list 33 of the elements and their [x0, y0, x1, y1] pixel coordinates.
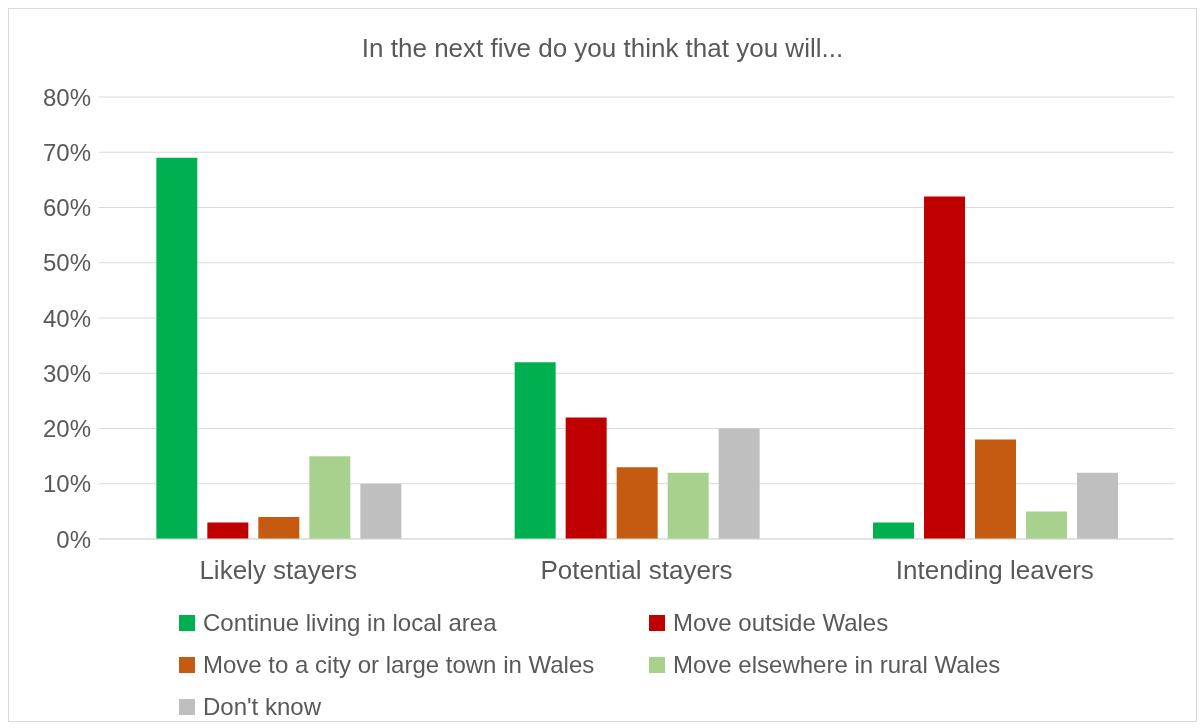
x-tick-label: Potential stayers: [540, 555, 733, 586]
y-tick-label: 70%: [42, 138, 91, 166]
legend-label: Move outside Wales: [673, 609, 889, 637]
y-tick-label: 10%: [42, 470, 91, 498]
bar: [258, 516, 300, 539]
bar: [156, 157, 198, 539]
y-tick-label: 30%: [42, 359, 91, 387]
bar: [514, 362, 556, 539]
bar: [565, 417, 607, 539]
y-tick-label: 50%: [42, 249, 91, 277]
legend-label: Don't know: [203, 693, 321, 721]
bar: [309, 456, 351, 539]
y-tick-label: 0%: [56, 525, 91, 553]
bar: [207, 522, 249, 539]
bar: [667, 472, 709, 539]
y-tick-label: 80%: [42, 83, 91, 111]
bar: [1026, 511, 1067, 539]
bar: [924, 196, 965, 539]
y-tick-label: 60%: [42, 194, 91, 222]
x-tick-label: Intending leavers: [895, 555, 1094, 586]
bar: [718, 428, 760, 539]
bar: [360, 483, 402, 539]
bar: [1077, 472, 1118, 539]
x-tick-label: Likely stayers: [199, 555, 357, 586]
bar: [975, 439, 1016, 539]
legend-label: Continue living in local area: [203, 609, 497, 637]
y-tick-label: 20%: [42, 415, 91, 443]
legend-label: Move to a city or large town in Wales: [203, 651, 595, 679]
chart-title: In the next five do you think that you will...: [360, 32, 845, 65]
legend-label: Move elsewhere in rural Wales: [673, 651, 1001, 679]
bar: [873, 522, 914, 539]
y-tick-label: 40%: [42, 304, 91, 332]
bar: [616, 467, 658, 539]
